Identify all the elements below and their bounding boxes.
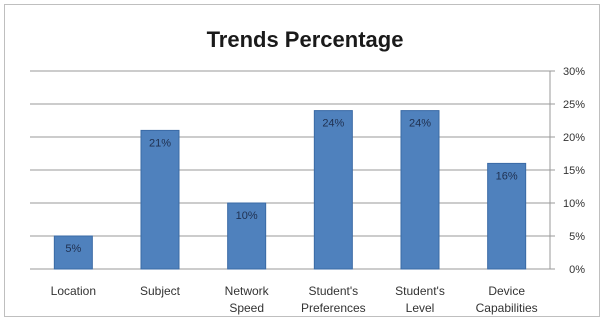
chart-title: Trends Percentage (207, 27, 404, 52)
y-tick-label: 5% (569, 231, 585, 243)
category-label-line: Speed (229, 301, 264, 315)
y-tick-label: 30% (563, 66, 585, 78)
category-label-line: Preferences (301, 301, 366, 315)
y-tick-label: 10% (563, 198, 585, 210)
category-label-line: Network (225, 284, 270, 298)
category-label-line: Student's (395, 284, 445, 298)
category-label-line: Device (488, 284, 525, 298)
data-label: 16% (496, 170, 518, 182)
bar (487, 162, 527, 270)
chart-frame: Trends Percentage 0% 5% 10% 15% 20% 25% 30% 5%… (4, 4, 600, 317)
category-label-line: Capabilities (476, 301, 538, 315)
category-label-line: Student's (308, 284, 358, 298)
category-label: Network Speed (225, 284, 270, 315)
x-axis-categories: Location Subject Network Speed Student's Pref… (51, 284, 538, 315)
category-label: Device Capabilities (476, 284, 538, 315)
data-label: 21% (149, 137, 171, 149)
data-label: 24% (409, 118, 431, 130)
y-tick-label: 20% (563, 132, 585, 144)
bar (53, 235, 93, 270)
data-label: 10% (236, 210, 258, 222)
bar (227, 202, 267, 270)
category-label-line: Level (406, 301, 435, 315)
bars (53, 110, 527, 270)
bar (313, 110, 353, 270)
y-tick-label: 0% (569, 264, 585, 276)
y-tick-label: 15% (563, 165, 585, 177)
y-tick-label: 25% (563, 99, 585, 111)
bar (140, 129, 180, 270)
category-label-line: Subject (140, 284, 181, 298)
bar-chart: Trends Percentage 0% 5% 10% 15% 20% 25% 30% 5%… (30, 27, 585, 315)
bar (400, 110, 440, 270)
category-label: Subject (140, 284, 181, 298)
data-label: 24% (322, 118, 344, 130)
y-axis-ticks: 0% 5% 10% 15% 20% 25% 30% (563, 66, 585, 276)
category-label: Student's Level (395, 284, 445, 315)
category-label-line: Location (51, 284, 96, 298)
data-label: 5% (65, 243, 81, 255)
data-labels: 5% 21% 10% 24% 24% 16% (65, 118, 518, 255)
category-label: Location (51, 284, 96, 298)
gridlines (30, 70, 555, 270)
category-label: Student's Preferences (301, 284, 366, 315)
